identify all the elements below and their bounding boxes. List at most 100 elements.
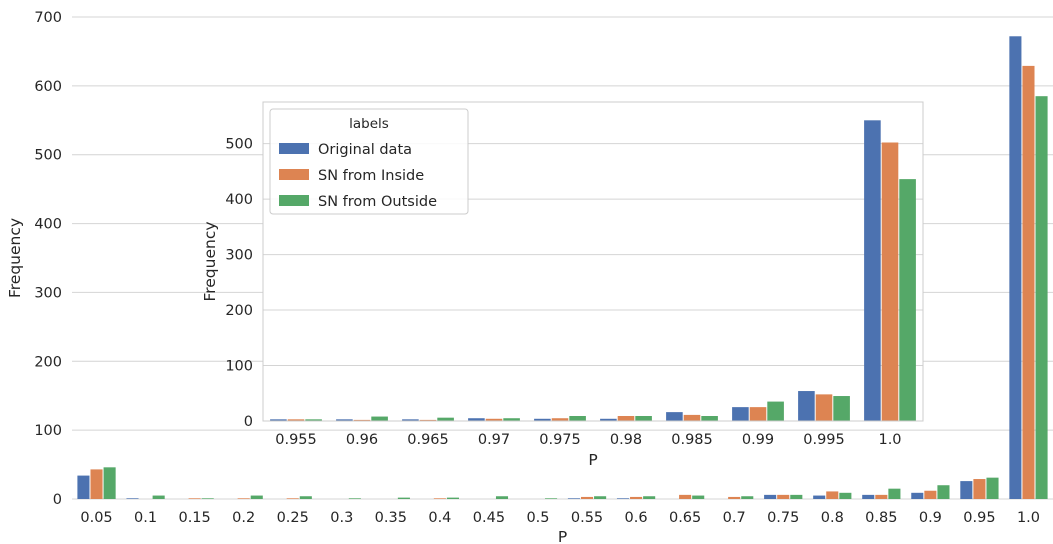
plot-frame	[262, 101, 924, 422]
x-tick-label: 0.98	[610, 432, 642, 448]
legend-swatch	[279, 195, 309, 206]
bar	[875, 494, 888, 499]
bar	[899, 179, 916, 421]
y-tick-label: 400	[34, 217, 62, 233]
x-tick-label: 0.995	[803, 432, 845, 448]
x-tick-label: 0.1	[134, 510, 157, 526]
bar	[569, 416, 586, 421]
x-tick-label: 0.95	[963, 510, 995, 526]
x-tick-label: 0.97	[478, 432, 510, 448]
bar	[594, 496, 607, 499]
bar	[616, 498, 630, 499]
x-tick-label: 0.7	[723, 510, 746, 526]
y-tick-label: 700	[34, 10, 62, 26]
bar	[643, 496, 656, 499]
bar	[1035, 96, 1048, 499]
bar	[741, 496, 754, 499]
x-tick-label: 0.6	[625, 510, 648, 526]
x-tick-label: 0.96	[346, 432, 378, 448]
legend-entry-label: SN from Inside	[318, 168, 424, 184]
bar	[90, 469, 103, 499]
x-tick-label: 0.65	[669, 510, 701, 526]
bar	[767, 401, 784, 421]
bar	[986, 477, 999, 499]
bar	[305, 419, 322, 421]
bar	[833, 396, 850, 421]
x-tick-label: 0.985	[671, 432, 713, 448]
x-tick-label: 0.99	[742, 432, 774, 448]
bar	[433, 498, 446, 499]
legend-box	[269, 108, 469, 215]
bar	[813, 495, 826, 499]
bar	[534, 418, 551, 421]
bar	[353, 419, 371, 421]
bar	[419, 419, 437, 421]
bar	[728, 496, 741, 499]
y-tick-label: 100	[225, 359, 253, 375]
x-tick-label: 0.15	[178, 510, 210, 526]
bar	[551, 418, 569, 421]
legend-title: labels	[349, 116, 389, 132]
bar	[815, 394, 833, 421]
bar	[299, 496, 312, 499]
x-tick-label: 0.2	[232, 510, 255, 526]
bar	[864, 120, 881, 421]
x-tick-label: 1.0	[878, 432, 901, 448]
x-tick-label: 0.8	[821, 510, 844, 526]
y-tick-label: 100	[34, 423, 62, 439]
bar	[679, 494, 692, 499]
y-tick-label: 300	[225, 248, 253, 264]
bar	[446, 497, 459, 499]
bar	[286, 498, 299, 499]
bar	[103, 467, 116, 499]
bar	[777, 494, 790, 499]
bar	[764, 494, 777, 499]
bar	[152, 495, 165, 499]
bar	[1009, 36, 1022, 499]
bar	[503, 418, 520, 421]
bar	[666, 412, 683, 421]
x-tick-label: 0.55	[571, 510, 603, 526]
bar	[683, 414, 701, 421]
bar	[468, 418, 485, 421]
bar	[1022, 65, 1035, 499]
bar	[839, 492, 852, 499]
bar	[635, 416, 652, 421]
x-tick-label: 0.955	[275, 432, 317, 448]
bar	[287, 419, 305, 421]
bar	[402, 419, 419, 421]
bar	[973, 479, 986, 499]
bar	[937, 485, 950, 499]
bar	[567, 498, 580, 499]
bar	[732, 407, 749, 421]
bar	[701, 416, 718, 421]
bar	[397, 497, 410, 499]
bar	[270, 419, 287, 421]
bar	[790, 494, 803, 499]
y-tick-label: 300	[34, 285, 62, 301]
bar	[336, 419, 353, 421]
x-tick-label: 0.975	[539, 432, 581, 448]
legend-swatch	[279, 143, 309, 154]
x-tick-label: 0.9	[919, 510, 942, 526]
x-axis-label: P	[558, 528, 567, 544]
x-tick-label: 0.35	[375, 510, 407, 526]
bar	[485, 418, 503, 421]
legend-entry-label: SN from Outside	[318, 194, 437, 210]
bar	[250, 495, 263, 499]
x-tick-label: 0.25	[277, 510, 309, 526]
x-axis-label: P	[588, 451, 597, 469]
bar	[437, 417, 454, 421]
bar	[188, 498, 201, 499]
x-tick-label: 0.45	[473, 510, 505, 526]
bar	[692, 495, 705, 499]
y-tick-label: 0	[244, 414, 253, 430]
y-tick-label: 600	[34, 79, 62, 95]
inset-chart: 0 100 200 300 400 500 0.955 0.96 0.965 0.97 0.975 0…	[201, 101, 924, 469]
bar	[77, 475, 90, 499]
y-tick-label: 500	[225, 137, 253, 153]
x-tick-label: 0.5	[526, 510, 549, 526]
x-tick-label: 0.75	[767, 510, 799, 526]
bar	[888, 488, 901, 499]
bar	[600, 418, 617, 421]
